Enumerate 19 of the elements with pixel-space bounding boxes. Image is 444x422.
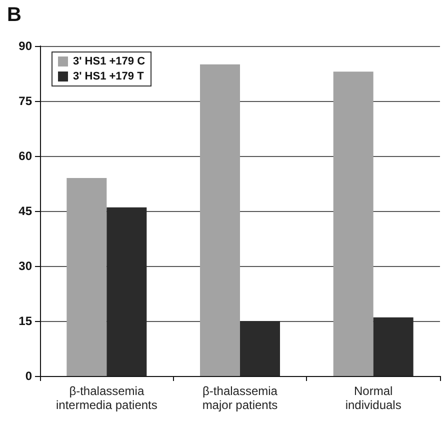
legend-label: 3' HS1 +179 T	[73, 70, 144, 82]
bar	[200, 64, 240, 376]
y-tick-label: 15	[18, 314, 32, 328]
bar	[373, 317, 414, 376]
bar	[106, 207, 147, 376]
bar	[333, 72, 374, 376]
bar	[66, 178, 107, 376]
y-tick-label: 45	[18, 204, 32, 218]
x-tick-label: Normal individuals	[345, 384, 402, 412]
y-tick-label: 90	[18, 39, 32, 53]
x-tick-label: β-thalassemia major patients	[202, 384, 278, 412]
y-tick-label: 60	[18, 149, 32, 163]
x-tick-label: β-thalassemia intermedia patients	[56, 384, 158, 412]
chart-title: B	[7, 4, 22, 26]
y-tick-label: 30	[18, 259, 32, 273]
y-tick-label: 0	[25, 369, 32, 383]
legend-label: 3' HS1 +179 C	[73, 56, 146, 68]
y-tick-label: 75	[18, 94, 32, 108]
bar	[240, 321, 280, 376]
